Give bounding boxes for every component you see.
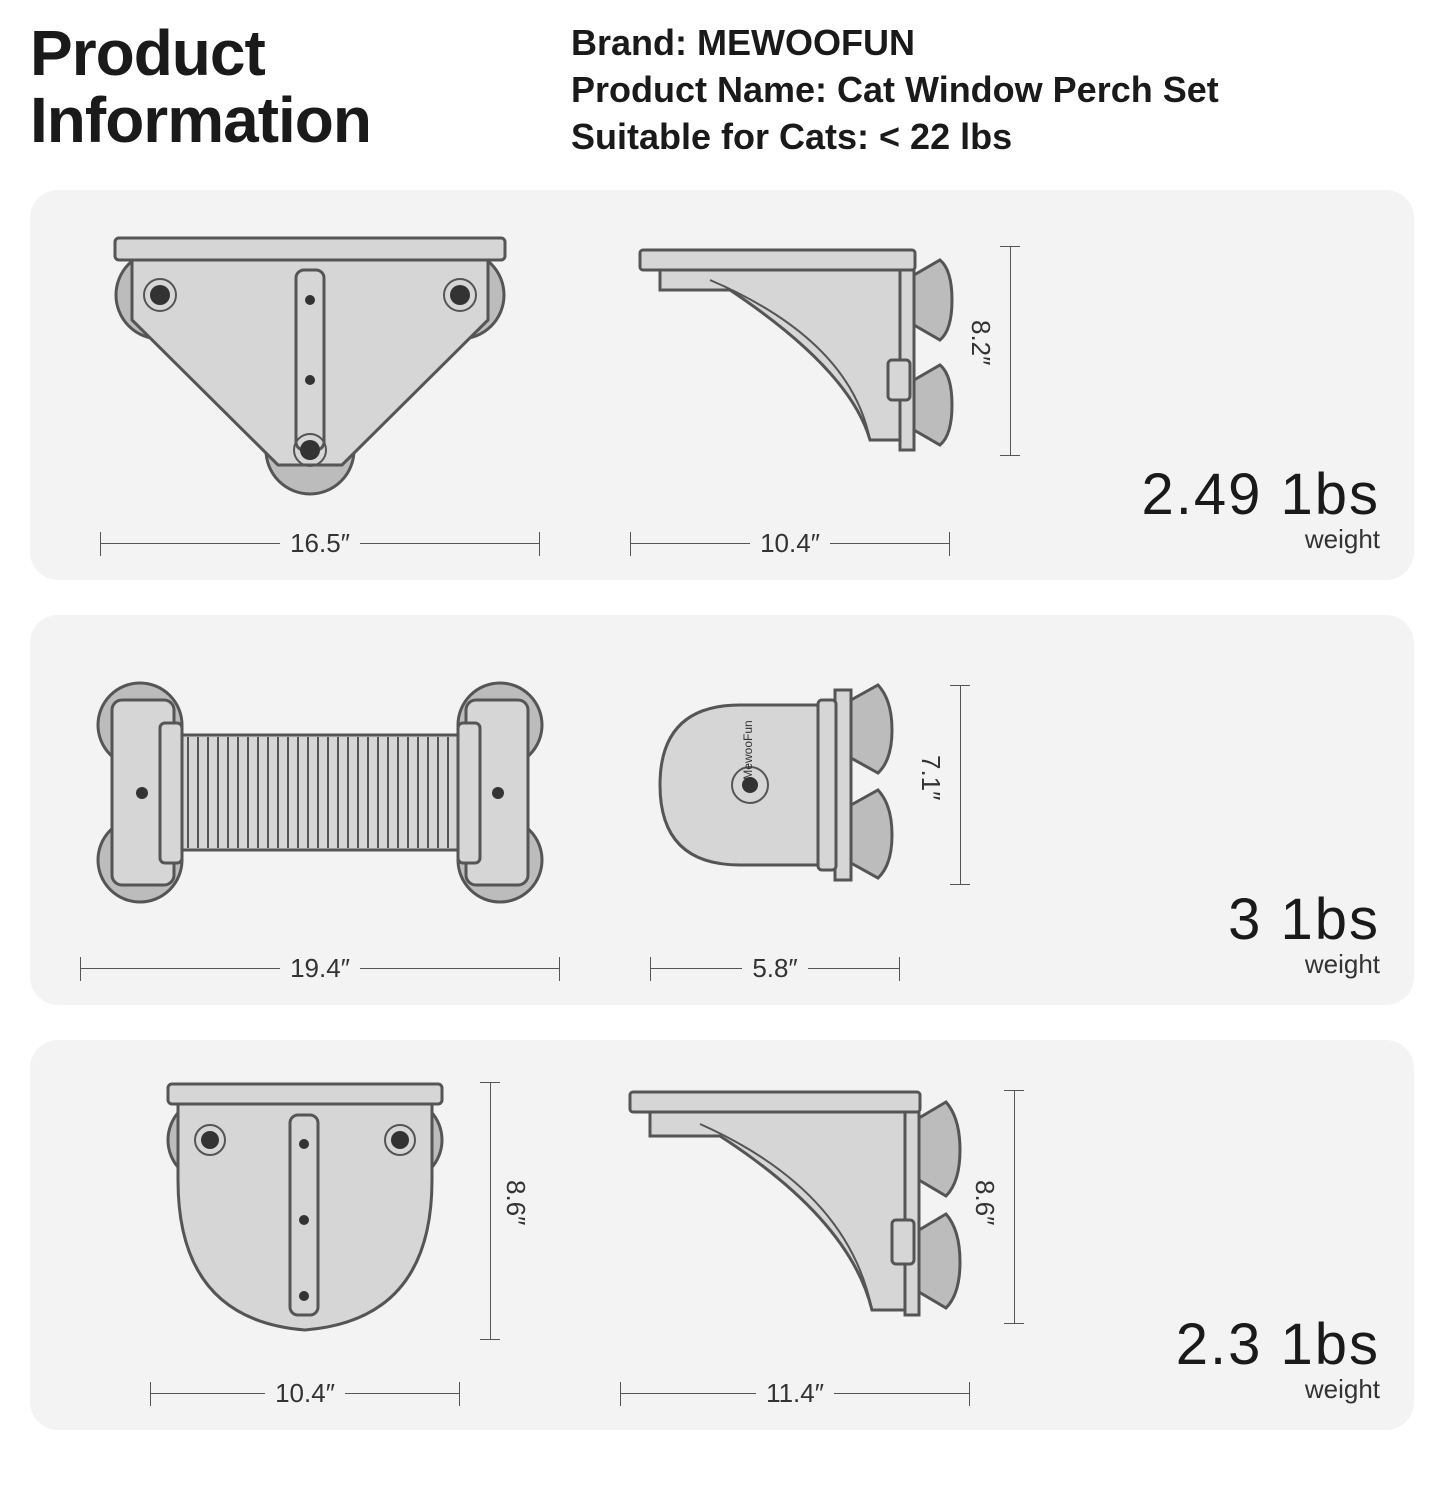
page-title: Product Information bbox=[30, 20, 371, 154]
weight-value-1: 2.49 1bs bbox=[1050, 461, 1380, 528]
dim-height-1 bbox=[1000, 246, 1020, 456]
meta-suitable: Suitable for Cats: < 22 lbs bbox=[571, 114, 1219, 161]
dim-depth-1: 10.4″ bbox=[630, 528, 950, 559]
weight-value-3: 2.3 1bs bbox=[1050, 1311, 1380, 1378]
dim-height-2-label: 7.1″ bbox=[915, 755, 946, 800]
side-view-roll: MewooFun 7.1″ 5.8″ bbox=[600, 645, 1030, 990]
product-meta: Brand: MEWOOFUN Product Name: Cat Window… bbox=[571, 20, 1219, 160]
panel-perch-small: 8.6″ 10.4″ 8.6″ bbox=[30, 1040, 1414, 1430]
weight-label-1: weight bbox=[1050, 524, 1380, 555]
triangle-front-svg bbox=[60, 220, 580, 560]
weight-label-2: weight bbox=[1050, 949, 1380, 980]
small-front-svg bbox=[60, 1070, 580, 1410]
dim-depth-3: 11.4″ bbox=[620, 1378, 970, 1409]
front-view-small: 8.6″ 10.4″ bbox=[60, 1070, 580, 1415]
brand-mark: MewooFun bbox=[741, 721, 755, 780]
triangle-side-svg bbox=[600, 220, 1030, 560]
dim-height-2 bbox=[950, 685, 970, 885]
weight-label-3: weight bbox=[1050, 1374, 1380, 1405]
dim-width-1: 16.5″ bbox=[100, 528, 540, 559]
dim-width-2: 19.4″ bbox=[80, 953, 560, 984]
dim-height-3b-label: 8.6″ bbox=[969, 1180, 1000, 1225]
front-view-roll: 19.4″ bbox=[60, 645, 580, 990]
title-line-1: Product bbox=[30, 17, 265, 89]
dim-height-3b bbox=[1004, 1090, 1024, 1324]
weight-block-2: 3 1bs weight bbox=[1050, 886, 1390, 990]
meta-product: Product Name: Cat Window Perch Set bbox=[571, 67, 1219, 114]
panel-scratcher-roll: 19.4″ MewooFun 7.1″ bbox=[30, 615, 1414, 1005]
weight-block-3: 2.3 1bs weight bbox=[1050, 1311, 1390, 1415]
side-view-triangle: 8.2″ 10.4″ bbox=[600, 220, 1030, 565]
dim-height-1-label: 8.2″ bbox=[965, 320, 996, 365]
side-view-small: 8.6″ 11.4″ bbox=[600, 1070, 1030, 1415]
small-side-svg bbox=[600, 1070, 1030, 1410]
front-view-triangle: 16.5″ bbox=[60, 220, 580, 565]
dim-height-3a bbox=[480, 1082, 500, 1340]
header: Product Information Brand: MEWOOFUN Prod… bbox=[30, 20, 1414, 160]
dim-depth-2: 5.8″ bbox=[650, 953, 900, 984]
title-line-2: Information bbox=[30, 84, 371, 156]
dim-height-3a-label: 8.6″ bbox=[500, 1180, 531, 1225]
weight-value-2: 3 1bs bbox=[1050, 886, 1380, 953]
panel-perch-triangle: 16.5″ 8.2″ bbox=[30, 190, 1414, 580]
roll-front-svg bbox=[60, 645, 580, 985]
weight-block-1: 2.49 1bs weight bbox=[1050, 461, 1390, 565]
dim-width-3: 10.4″ bbox=[150, 1378, 460, 1409]
meta-brand: Brand: MEWOOFUN bbox=[571, 20, 1219, 67]
